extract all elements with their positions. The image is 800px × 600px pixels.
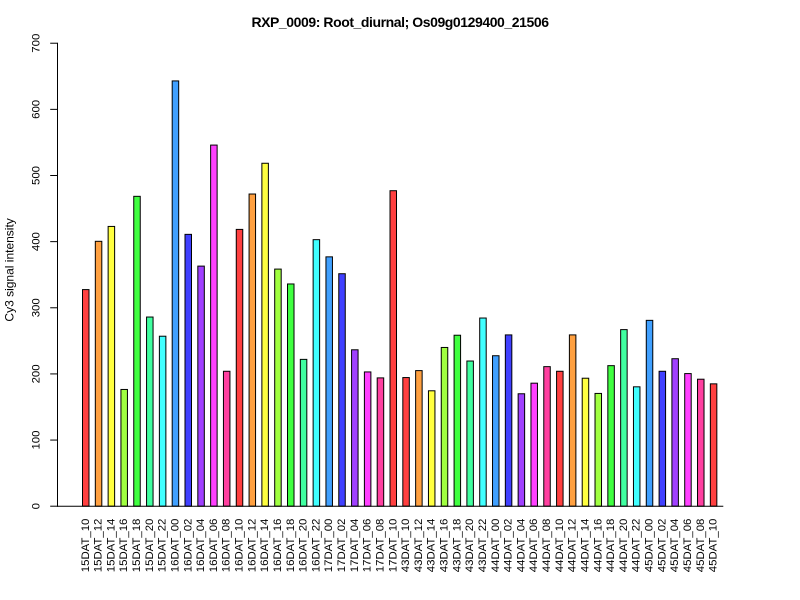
- svg-text:43DAT_22: 43DAT_22: [477, 519, 489, 573]
- svg-text:16DAT_06: 16DAT_06: [208, 519, 220, 573]
- svg-text:16DAT_00: 16DAT_00: [169, 519, 181, 573]
- svg-text:16DAT_18: 16DAT_18: [285, 519, 297, 573]
- svg-text:16DAT_04: 16DAT_04: [195, 519, 207, 573]
- svg-text:44DAT_16: 44DAT_16: [592, 519, 604, 573]
- svg-text:45DAT_00: 45DAT_00: [644, 519, 656, 573]
- svg-text:44DAT_22: 44DAT_22: [631, 519, 643, 573]
- svg-text:500: 500: [30, 166, 42, 185]
- svg-text:45DAT_06: 45DAT_06: [682, 519, 694, 573]
- svg-text:16DAT_10: 16DAT_10: [234, 519, 246, 573]
- svg-text:16DAT_14: 16DAT_14: [259, 519, 271, 573]
- svg-text:45DAT_08: 45DAT_08: [695, 519, 707, 573]
- svg-text:RXP_0009: Root_diurnal; Os09g0: RXP_0009: Root_diurnal; Os09g0129400_215…: [251, 14, 549, 30]
- svg-text:17DAT_06: 17DAT_06: [362, 519, 374, 573]
- svg-text:600: 600: [30, 100, 42, 119]
- svg-text:700: 700: [30, 34, 42, 53]
- svg-text:44DAT_20: 44DAT_20: [618, 519, 630, 573]
- svg-text:100: 100: [30, 431, 42, 450]
- svg-text:16DAT_02: 16DAT_02: [182, 519, 194, 573]
- svg-text:44DAT_02: 44DAT_02: [503, 519, 515, 573]
- svg-text:44DAT_06: 44DAT_06: [528, 519, 540, 573]
- svg-text:16DAT_16: 16DAT_16: [272, 519, 284, 573]
- svg-text:16DAT_20: 16DAT_20: [298, 519, 310, 573]
- svg-text:200: 200: [30, 364, 42, 383]
- svg-text:16DAT_12: 16DAT_12: [246, 519, 258, 573]
- svg-text:Cy3 signal intensity: Cy3 signal intensity: [2, 218, 16, 321]
- svg-text:44DAT_18: 44DAT_18: [605, 519, 617, 573]
- svg-text:15DAT_12: 15DAT_12: [93, 519, 105, 573]
- svg-text:16DAT_08: 16DAT_08: [221, 519, 233, 573]
- svg-text:44DAT_10: 44DAT_10: [554, 519, 566, 573]
- svg-text:17DAT_04: 17DAT_04: [349, 519, 361, 573]
- svg-text:17DAT_08: 17DAT_08: [374, 519, 386, 573]
- svg-text:15DAT_20: 15DAT_20: [144, 519, 156, 573]
- svg-text:17DAT_00: 17DAT_00: [323, 519, 335, 573]
- svg-text:44DAT_08: 44DAT_08: [541, 519, 553, 573]
- svg-text:15DAT_16: 15DAT_16: [118, 519, 130, 573]
- svg-text:44DAT_12: 44DAT_12: [567, 519, 579, 573]
- svg-text:43DAT_20: 43DAT_20: [464, 519, 476, 573]
- svg-text:44DAT_04: 44DAT_04: [515, 519, 527, 573]
- svg-text:15DAT_22: 15DAT_22: [157, 519, 169, 573]
- svg-text:43DAT_12: 43DAT_12: [413, 519, 425, 573]
- svg-text:43DAT_14: 43DAT_14: [426, 519, 438, 573]
- svg-text:45DAT_02: 45DAT_02: [656, 519, 668, 573]
- svg-text:44DAT_14: 44DAT_14: [579, 519, 591, 573]
- svg-text:15DAT_10: 15DAT_10: [80, 519, 92, 573]
- svg-text:15DAT_14: 15DAT_14: [105, 519, 117, 573]
- svg-text:400: 400: [30, 232, 42, 251]
- svg-text:45DAT_10: 45DAT_10: [708, 519, 720, 573]
- svg-text:43DAT_18: 43DAT_18: [451, 519, 463, 573]
- svg-text:300: 300: [30, 298, 42, 317]
- svg-text:15DAT_18: 15DAT_18: [131, 519, 143, 573]
- svg-text:43DAT_16: 43DAT_16: [439, 519, 451, 573]
- svg-text:0: 0: [30, 503, 42, 509]
- svg-text:44DAT_00: 44DAT_00: [490, 519, 502, 573]
- svg-text:17DAT_10: 17DAT_10: [387, 519, 399, 573]
- svg-text:17DAT_02: 17DAT_02: [336, 519, 348, 573]
- svg-text:45DAT_04: 45DAT_04: [669, 519, 681, 573]
- svg-text:16DAT_22: 16DAT_22: [310, 519, 322, 573]
- svg-text:43DAT_10: 43DAT_10: [400, 519, 412, 573]
